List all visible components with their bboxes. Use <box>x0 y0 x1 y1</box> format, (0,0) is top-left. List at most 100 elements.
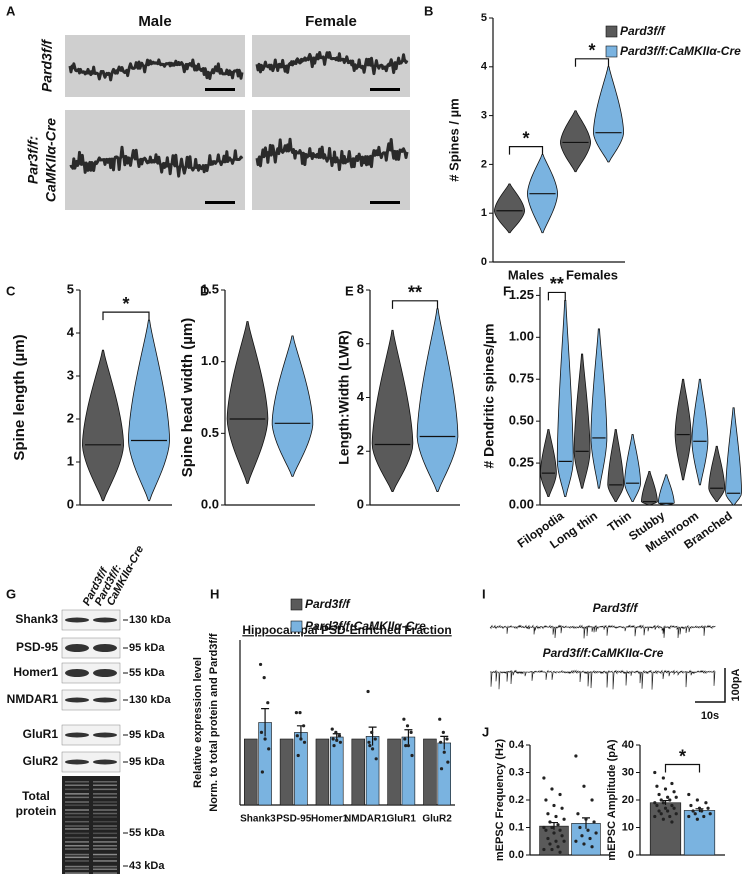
lane-smear <box>93 868 117 870</box>
scale-bar <box>370 88 400 91</box>
data-point <box>368 744 372 748</box>
data-point <box>552 803 556 808</box>
data-point <box>445 737 449 741</box>
x-tick-label: Homer1 <box>311 814 349 825</box>
data-point <box>544 798 548 802</box>
data-point <box>552 831 556 835</box>
lane-smear <box>93 804 117 806</box>
data-point <box>695 817 699 821</box>
band <box>93 669 117 677</box>
y-axis-label: # Spines / µm <box>446 98 461 181</box>
data-point <box>554 814 558 819</box>
data-point <box>695 798 699 802</box>
data-point <box>544 828 548 832</box>
violin <box>607 429 625 503</box>
violin <box>590 328 608 489</box>
data-point <box>410 753 414 758</box>
protein-label: PSD-95 <box>16 640 58 654</box>
significance-label: * <box>522 128 529 148</box>
y-tick-label: 0.3 <box>509 766 524 778</box>
lane-smear <box>93 825 117 827</box>
protein-label: Homer1 <box>13 665 58 679</box>
data-point <box>556 823 560 827</box>
y-tick-label: 0 <box>67 496 74 511</box>
y-tick-label: 5 <box>481 12 487 24</box>
y-tick-label: 0.75 <box>509 371 534 386</box>
violin <box>556 300 574 498</box>
trace-label: Pard3f/f <box>593 601 639 615</box>
data-point <box>670 781 674 786</box>
panel-letter: C <box>6 283 16 298</box>
y-axis-label: Norm. to total protein and Pard3f/f <box>208 633 220 812</box>
data-point <box>588 836 592 841</box>
y-tick-label: 0.2 <box>509 794 524 806</box>
data-point <box>653 770 657 775</box>
band <box>93 697 117 703</box>
data-point <box>299 737 303 741</box>
data-point <box>693 812 697 816</box>
data-point <box>405 724 410 728</box>
lane-smear <box>65 868 89 870</box>
bar <box>365 736 380 806</box>
lane-smear <box>65 832 89 835</box>
x-tick-label: PSD-95 <box>276 814 311 825</box>
data-point <box>668 798 672 802</box>
y-tick-label: 8 <box>357 281 364 296</box>
row-label: Pard3f/f <box>39 39 55 92</box>
panel-letter: H <box>210 586 219 601</box>
data-point <box>576 812 580 816</box>
band <box>65 669 89 677</box>
row-label: CaMKIIα-Cre <box>43 118 59 202</box>
bar <box>244 738 258 806</box>
y-tick-label: 3 <box>481 110 487 122</box>
lane-smear <box>65 816 89 818</box>
data-point <box>592 820 596 824</box>
lane-smear <box>65 820 89 823</box>
lane-smear <box>65 841 89 843</box>
blot-frame <box>61 689 121 711</box>
data-point <box>263 737 267 741</box>
lane-smear <box>65 801 89 803</box>
bar <box>423 738 437 806</box>
data-point <box>574 754 578 758</box>
lane-smear <box>93 809 117 811</box>
data-point <box>556 845 560 849</box>
y-axis-label: Relative expression level <box>192 657 204 788</box>
data-point <box>582 842 586 846</box>
significance-label: ** <box>550 274 564 294</box>
data-point <box>704 801 708 805</box>
y-tick-label: 5 <box>67 281 74 296</box>
data-point <box>296 753 300 758</box>
data-point <box>674 812 678 816</box>
data-point <box>706 806 710 810</box>
x-tick-label: GluR1 <box>387 814 417 825</box>
dendrite <box>255 51 409 76</box>
data-point <box>655 784 659 788</box>
protein-label: Shank3 <box>15 612 58 626</box>
y-tick-label: 6 <box>357 335 364 350</box>
data-point <box>560 806 564 810</box>
violin <box>271 335 314 477</box>
lane-smear <box>93 796 117 799</box>
violin <box>494 183 525 234</box>
significance-label: ** <box>408 283 422 303</box>
lane-smear <box>93 788 117 791</box>
data-point <box>674 795 678 799</box>
y-tick-label: 1.25 <box>509 287 534 302</box>
data-point <box>298 711 302 715</box>
panel-letter: A <box>6 3 16 18</box>
blot-frame <box>61 662 121 684</box>
y-axis-label: mEPSC Frequency (Hz) <box>494 739 506 862</box>
data-point <box>546 812 550 816</box>
dendrite <box>255 137 409 172</box>
error-bar <box>261 708 270 737</box>
lane-smear <box>93 848 117 850</box>
data-point <box>670 820 674 824</box>
data-point <box>687 792 691 797</box>
y-tick-label: 0.0 <box>201 496 219 511</box>
error-bar <box>661 799 670 805</box>
violin <box>416 308 459 492</box>
data-point <box>661 817 665 821</box>
band <box>93 732 117 738</box>
